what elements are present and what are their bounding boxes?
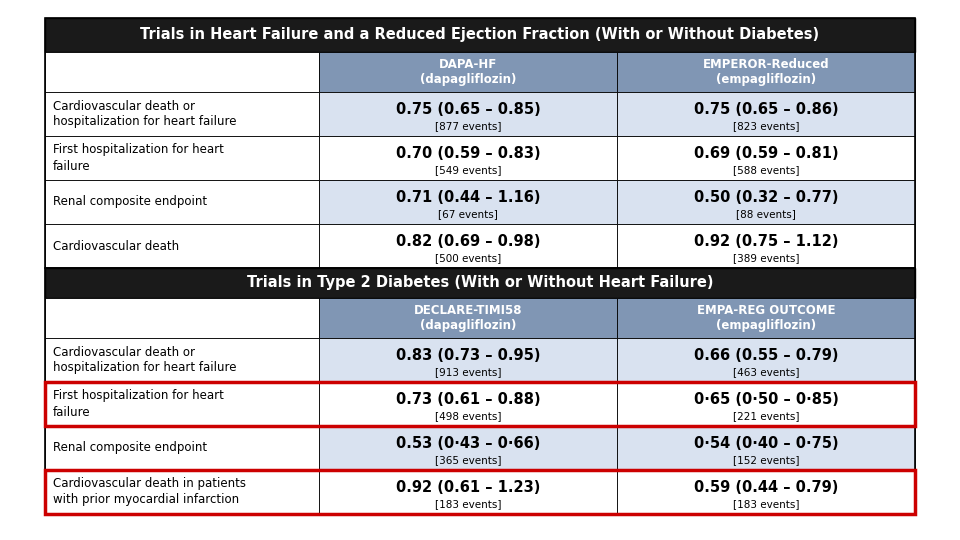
Text: Renal composite endpoint: Renal composite endpoint xyxy=(53,442,207,455)
Text: [389 events]: [389 events] xyxy=(732,253,800,264)
Text: 0.75 (0.65 – 0.86): 0.75 (0.65 – 0.86) xyxy=(694,102,838,117)
Bar xyxy=(45,136,319,180)
Text: [88 events]: [88 events] xyxy=(736,210,796,219)
Text: 0.53 (0·43 – 0·66): 0.53 (0·43 – 0·66) xyxy=(396,436,540,451)
Text: [183 events]: [183 events] xyxy=(732,500,800,509)
Text: Cardiovascular death or
hospitalization for heart failure: Cardiovascular death or hospitalization … xyxy=(53,99,236,129)
Text: EMPA-REG OUTCOME
(empagliflozin): EMPA-REG OUTCOME (empagliflozin) xyxy=(697,303,835,333)
Text: Trials in Type 2 Diabetes (With or Without Heart Failure): Trials in Type 2 Diabetes (With or Witho… xyxy=(247,275,713,291)
Text: [365 events]: [365 events] xyxy=(435,455,501,465)
Text: [500 events]: [500 events] xyxy=(435,253,501,264)
Bar xyxy=(617,382,915,426)
Bar xyxy=(617,52,915,92)
Text: 0.82 (0.69 – 0.98): 0.82 (0.69 – 0.98) xyxy=(396,234,540,249)
Text: 0.70 (0.59 – 0.83): 0.70 (0.59 – 0.83) xyxy=(396,146,540,161)
Bar xyxy=(45,470,915,514)
Text: [877 events]: [877 events] xyxy=(435,122,501,131)
Bar xyxy=(319,470,617,514)
Text: Trials in Heart Failure and a Reduced Ejection Fraction (With or Without Diabete: Trials in Heart Failure and a Reduced Ej… xyxy=(140,28,820,43)
Bar xyxy=(319,426,617,470)
Bar xyxy=(319,180,617,224)
Bar xyxy=(617,92,915,136)
Bar xyxy=(45,18,915,52)
Bar xyxy=(617,224,915,268)
Bar xyxy=(45,426,319,470)
Bar xyxy=(617,298,915,338)
Text: DECLARE-TIMI58
(dapagliflozin): DECLARE-TIMI58 (dapagliflozin) xyxy=(414,303,522,333)
Text: 0.92 (0.75 – 1.12): 0.92 (0.75 – 1.12) xyxy=(694,234,838,249)
Text: [152 events]: [152 events] xyxy=(732,455,800,465)
Bar xyxy=(319,52,617,92)
Bar xyxy=(45,382,915,426)
Text: 0.92 (0.61 – 1.23): 0.92 (0.61 – 1.23) xyxy=(396,480,540,495)
Bar xyxy=(45,18,915,268)
Bar xyxy=(319,92,617,136)
Text: 0.71 (0.44 – 1.16): 0.71 (0.44 – 1.16) xyxy=(396,190,540,205)
Bar xyxy=(45,470,319,514)
Bar xyxy=(319,298,617,338)
Bar xyxy=(617,426,915,470)
Bar xyxy=(45,52,319,92)
Text: [221 events]: [221 events] xyxy=(732,411,800,421)
Bar xyxy=(45,180,319,224)
Text: DAPA-HF
(dapagliflozin): DAPA-HF (dapagliflozin) xyxy=(420,57,516,86)
Text: First hospitalization for heart
failure: First hospitalization for heart failure xyxy=(53,389,224,418)
Text: [549 events]: [549 events] xyxy=(435,165,501,176)
Text: 0.66 (0.55 – 0.79): 0.66 (0.55 – 0.79) xyxy=(694,348,838,363)
Text: 0.50 (0.32 – 0.77): 0.50 (0.32 – 0.77) xyxy=(694,190,838,205)
Text: 0.75 (0.65 – 0.85): 0.75 (0.65 – 0.85) xyxy=(396,102,540,117)
Text: 0.83 (0.73 – 0.95): 0.83 (0.73 – 0.95) xyxy=(396,348,540,363)
Bar xyxy=(319,224,617,268)
Text: 0.73 (0.61 – 0.88): 0.73 (0.61 – 0.88) xyxy=(396,392,540,407)
Bar xyxy=(617,136,915,180)
Bar xyxy=(45,268,915,514)
Text: 0.69 (0.59 – 0.81): 0.69 (0.59 – 0.81) xyxy=(694,146,838,161)
Bar xyxy=(319,382,617,426)
Text: Cardiovascular death or
hospitalization for heart failure: Cardiovascular death or hospitalization … xyxy=(53,346,236,375)
Text: [498 events]: [498 events] xyxy=(435,411,501,421)
Bar xyxy=(45,268,915,298)
Bar xyxy=(45,382,319,426)
Bar xyxy=(617,180,915,224)
Text: [183 events]: [183 events] xyxy=(435,500,501,509)
Bar xyxy=(45,338,319,382)
Text: [913 events]: [913 events] xyxy=(435,367,501,377)
Text: First hospitalization for heart
failure: First hospitalization for heart failure xyxy=(53,144,224,172)
Bar xyxy=(617,470,915,514)
Text: 0.59 (0.44 – 0.79): 0.59 (0.44 – 0.79) xyxy=(694,480,838,495)
Text: Renal composite endpoint: Renal composite endpoint xyxy=(53,195,207,208)
Text: [588 events]: [588 events] xyxy=(732,165,800,176)
Bar xyxy=(319,338,617,382)
Text: [463 events]: [463 events] xyxy=(732,367,800,377)
Text: Cardiovascular death: Cardiovascular death xyxy=(53,240,180,253)
Bar xyxy=(45,92,319,136)
Text: 0·65 (0·50 – 0·85): 0·65 (0·50 – 0·85) xyxy=(693,392,838,407)
Bar xyxy=(319,136,617,180)
Text: Cardiovascular death in patients
with prior myocardial infarction: Cardiovascular death in patients with pr… xyxy=(53,477,246,507)
Text: [67 events]: [67 events] xyxy=(438,210,498,219)
Bar xyxy=(617,338,915,382)
Text: EMPEROR-Reduced
(empagliflozin): EMPEROR-Reduced (empagliflozin) xyxy=(703,57,829,86)
Bar xyxy=(45,224,319,268)
Bar xyxy=(45,298,319,338)
Text: [823 events]: [823 events] xyxy=(732,122,800,131)
Text: 0·54 (0·40 – 0·75): 0·54 (0·40 – 0·75) xyxy=(694,436,838,451)
